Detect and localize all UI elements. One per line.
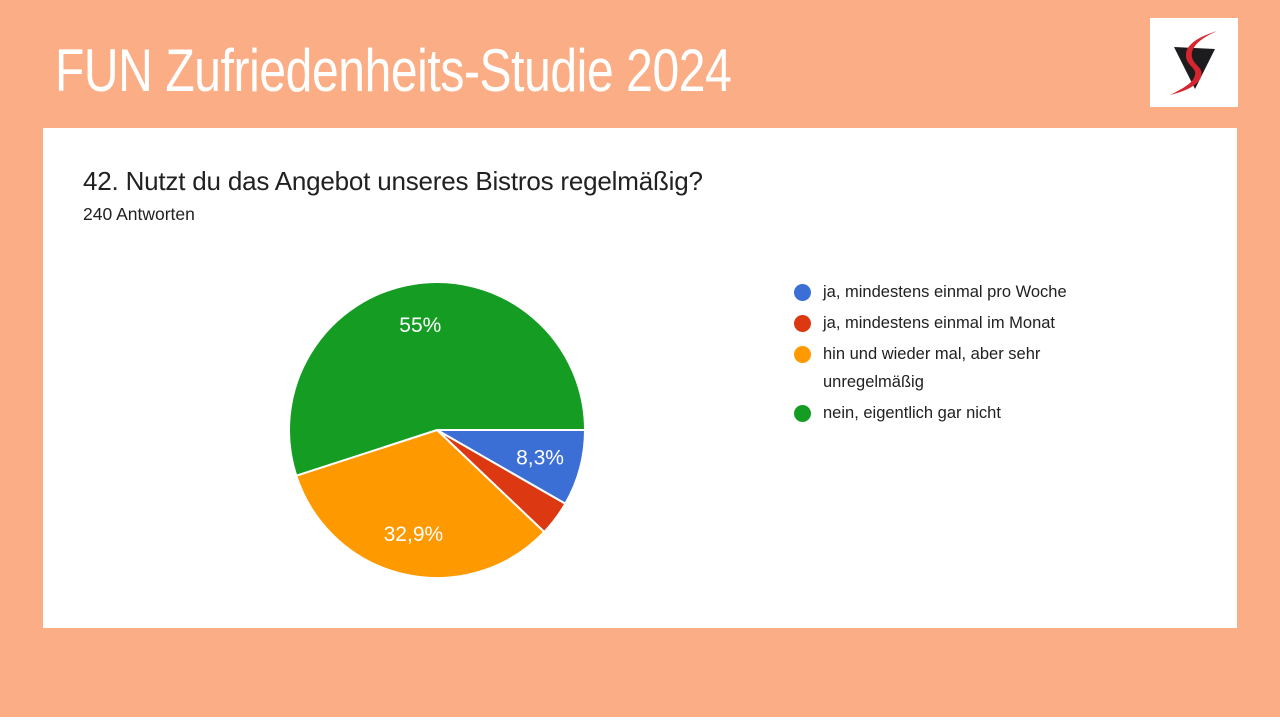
legend-item: hin und wieder mal, aber sehr unregelmäß…: [794, 340, 1094, 396]
chart-legend: ja, mindestens einmal pro Woche ja, minde…: [794, 278, 1094, 430]
legend-item: nein, eigentlich gar nicht: [794, 399, 1094, 427]
content-card: 42. Nutzt du das Angebot unseres Bistros…: [43, 128, 1237, 628]
legend-item: ja, mindestens einmal pro Woche: [794, 278, 1094, 306]
legend-label: nein, eigentlich gar nicht: [823, 404, 1001, 422]
legend-label: ja, mindestens einmal pro Woche: [823, 283, 1067, 301]
legend-color-dot: [794, 405, 811, 422]
swoosh-logo-icon: [1169, 31, 1217, 95]
pie-chart: 8,3% 32,9% 55%: [288, 281, 586, 579]
legend-color-dot: [794, 284, 811, 301]
bottom-edge-strip: [0, 717, 1280, 720]
legend-item: ja, mindestens einmal im Monat: [794, 309, 1094, 337]
pie-slice-value-label: 55%: [399, 314, 441, 337]
pie-slice-value-label: 32,9%: [384, 523, 444, 546]
legend-label: ja, mindestens einmal im Monat: [823, 314, 1056, 332]
company-logo: [1150, 18, 1238, 107]
page-title: FUN Zufriedenheits-Studie 2024: [55, 37, 732, 104]
pie-slice-3: [295, 429, 546, 579]
pie-slice-4: [288, 281, 586, 477]
answers-count: 240 Antworten: [83, 204, 195, 224]
pie-slice-value-label: 8,3%: [516, 447, 564, 470]
legend-label: hin und wieder mal, aber sehr unregelmäß…: [823, 345, 1041, 391]
legend-color-dot: [794, 346, 811, 363]
legend-color-dot: [794, 315, 811, 332]
question-title: 42. Nutzt du das Angebot unseres Bistros…: [83, 166, 703, 196]
